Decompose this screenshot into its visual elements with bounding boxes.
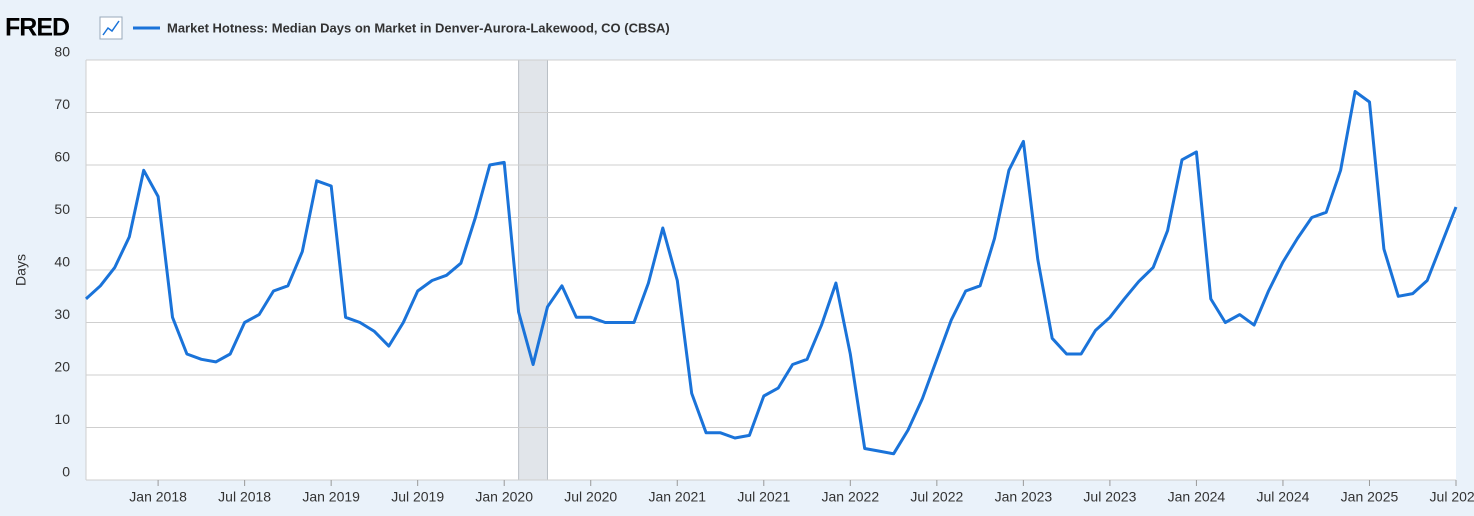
x-tick-label: Jan 2023 <box>995 489 1053 505</box>
x-tick-label: Jul 2021 <box>737 489 790 505</box>
x-tick-label: Jul 2022 <box>910 489 963 505</box>
series-line <box>84 90 1458 456</box>
y-tick-label: 80 <box>54 44 70 60</box>
x-tick-label: Jan 2018 <box>129 489 187 505</box>
x-tick-label: Jan 2019 <box>302 489 360 505</box>
y-tick-label: 40 <box>54 254 70 270</box>
x-tick-label: Jul 2020 <box>564 489 617 505</box>
x-tick-label: Jan 2025 <box>1341 489 1399 505</box>
x-tick-label: Jul 2024 <box>1256 489 1309 505</box>
y-tick-label: 20 <box>54 359 70 375</box>
y-tick-label: 0 <box>62 464 70 480</box>
x-tick-label: Jul 2018 <box>218 489 271 505</box>
y-tick-label: 70 <box>54 96 70 112</box>
y-tick-label: 50 <box>54 201 70 217</box>
y-axis-label: Days <box>13 254 29 286</box>
x-tick-label: Jul 2023 <box>1083 489 1136 505</box>
x-tick-label: Jan 2021 <box>648 489 706 505</box>
y-tick-label: 10 <box>54 411 70 427</box>
x-tick-label: Jul 2019 <box>391 489 444 505</box>
x-tick-label: Jul 2025 <box>1430 489 1474 505</box>
x-tick-label: Jan 2024 <box>1168 489 1226 505</box>
x-tick-label: Jan 2020 <box>475 489 533 505</box>
logo: FRED <box>5 14 69 42</box>
legend-label: Market Hotness: Median Days on Market in… <box>167 20 670 35</box>
y-tick-label: 30 <box>54 306 70 322</box>
x-tick-label: Jan 2022 <box>822 489 880 505</box>
y-tick-label: 60 <box>54 149 70 165</box>
logo-icon <box>99 16 123 40</box>
